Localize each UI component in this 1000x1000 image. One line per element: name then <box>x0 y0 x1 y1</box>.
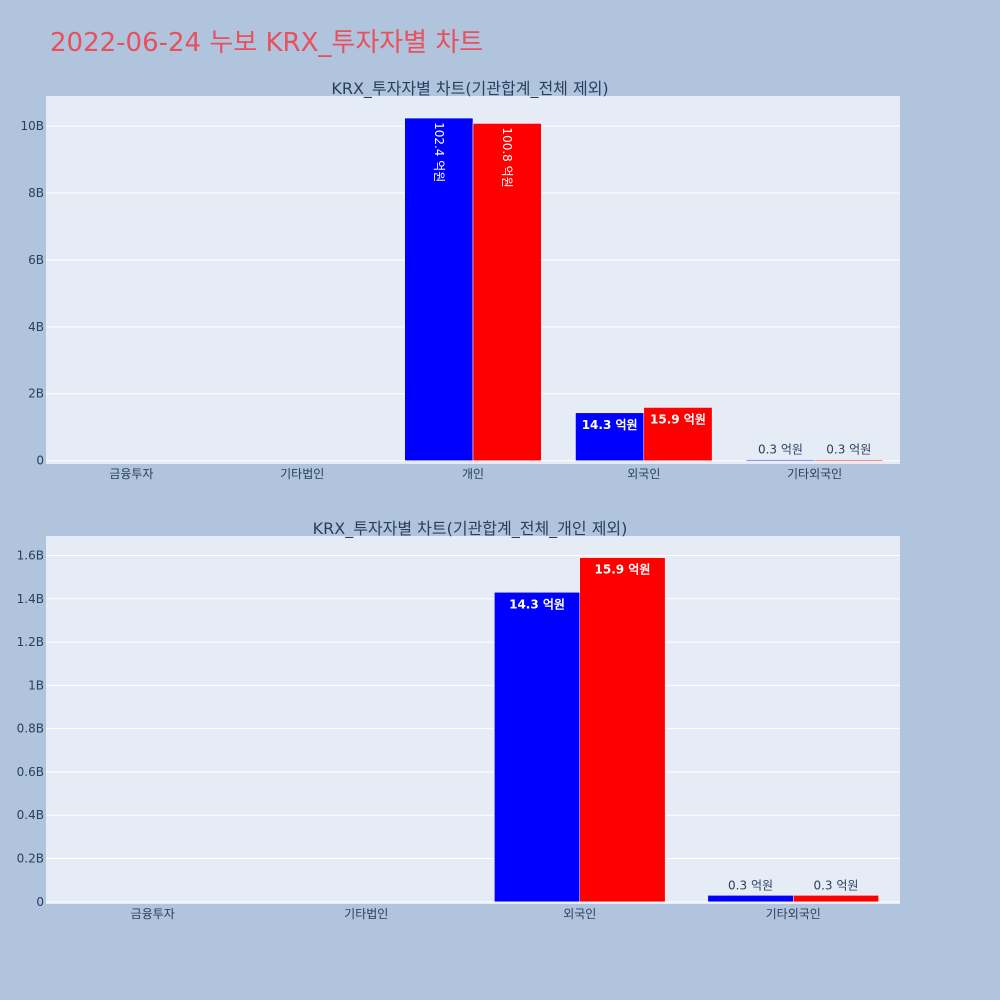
data-label: 0.3 억원 <box>758 443 803 457</box>
y-tick-label: 1.6B <box>17 548 44 562</box>
chart-2: 0 0.2B 0.4B 0.6B 0.8B 1B 1.2B 1.4B 1.6B KRX_투자자별 … <box>17 519 900 921</box>
x-tick-label: 기타외국인 <box>787 467 842 481</box>
y-tick-label: 0 <box>36 454 44 468</box>
data-label: 14.3 억원 <box>509 597 565 611</box>
y-tick-label: 10B <box>20 119 44 133</box>
data-label: 15.9 억원 <box>650 412 706 426</box>
bar <box>404 117 474 461</box>
chart-title: KRX_투자자별 차트(기관합계_전체 제외) <box>331 79 608 99</box>
y-tick-label: 0.2B <box>17 852 44 866</box>
bar <box>793 895 879 903</box>
bar <box>579 557 666 903</box>
x-tick-label: 외국인 <box>627 467 660 481</box>
chart-1: 0 2B 4B 6B 8B 10B KRX_투자자별 차트(기관합계_전체 제외) 금융투자 기… <box>20 79 900 481</box>
y-tick-label: 1.4B <box>17 592 44 606</box>
bar <box>494 592 581 903</box>
y-tick-label: 8B <box>28 186 44 200</box>
data-label: 102.4 억원 <box>432 122 446 182</box>
x-tick-label: 금융투자 <box>109 467 153 481</box>
y-tick-label: 0.8B <box>17 722 44 736</box>
x-tick-label: 금융투자 <box>131 907 175 921</box>
bar <box>814 459 884 461</box>
data-label: 100.8 억원 <box>500 127 514 187</box>
page-title: 2022-06-24 누보 KRX_투자자별 차트 <box>50 28 484 58</box>
y-tick-label: 1.2B <box>17 635 44 649</box>
bar <box>746 459 815 461</box>
y-tick-label: 4B <box>28 320 44 334</box>
data-label: 0.3 억원 <box>728 878 773 892</box>
plot-area <box>46 536 900 904</box>
x-tick-label: 개인 <box>462 467 484 481</box>
data-label: 0.3 억원 <box>813 878 858 892</box>
y-tick-label: 6B <box>28 253 44 267</box>
y-tick-label: 2B <box>28 387 44 401</box>
bar <box>575 412 645 461</box>
x-tick-label: 기타법인 <box>280 467 324 481</box>
bar <box>707 895 794 903</box>
y-tick-label: 0.4B <box>17 808 44 822</box>
y-tick-label: 0 <box>36 895 44 909</box>
bar <box>472 123 542 461</box>
data-label: 15.9 억원 <box>595 563 651 577</box>
data-label: 14.3 억원 <box>582 418 638 432</box>
x-tick-label: 기타외국인 <box>766 907 821 921</box>
x-tick-label: 기타법인 <box>344 907 388 921</box>
y-tick-label: 1B <box>28 678 44 692</box>
bar <box>643 407 713 461</box>
x-tick-label: 외국인 <box>563 907 596 921</box>
chart-title: KRX_투자자별 차트(기관합계_전체_개인 제외) <box>313 519 628 539</box>
data-label: 0.3 억원 <box>826 443 871 457</box>
y-tick-label: 0.6B <box>17 765 44 779</box>
